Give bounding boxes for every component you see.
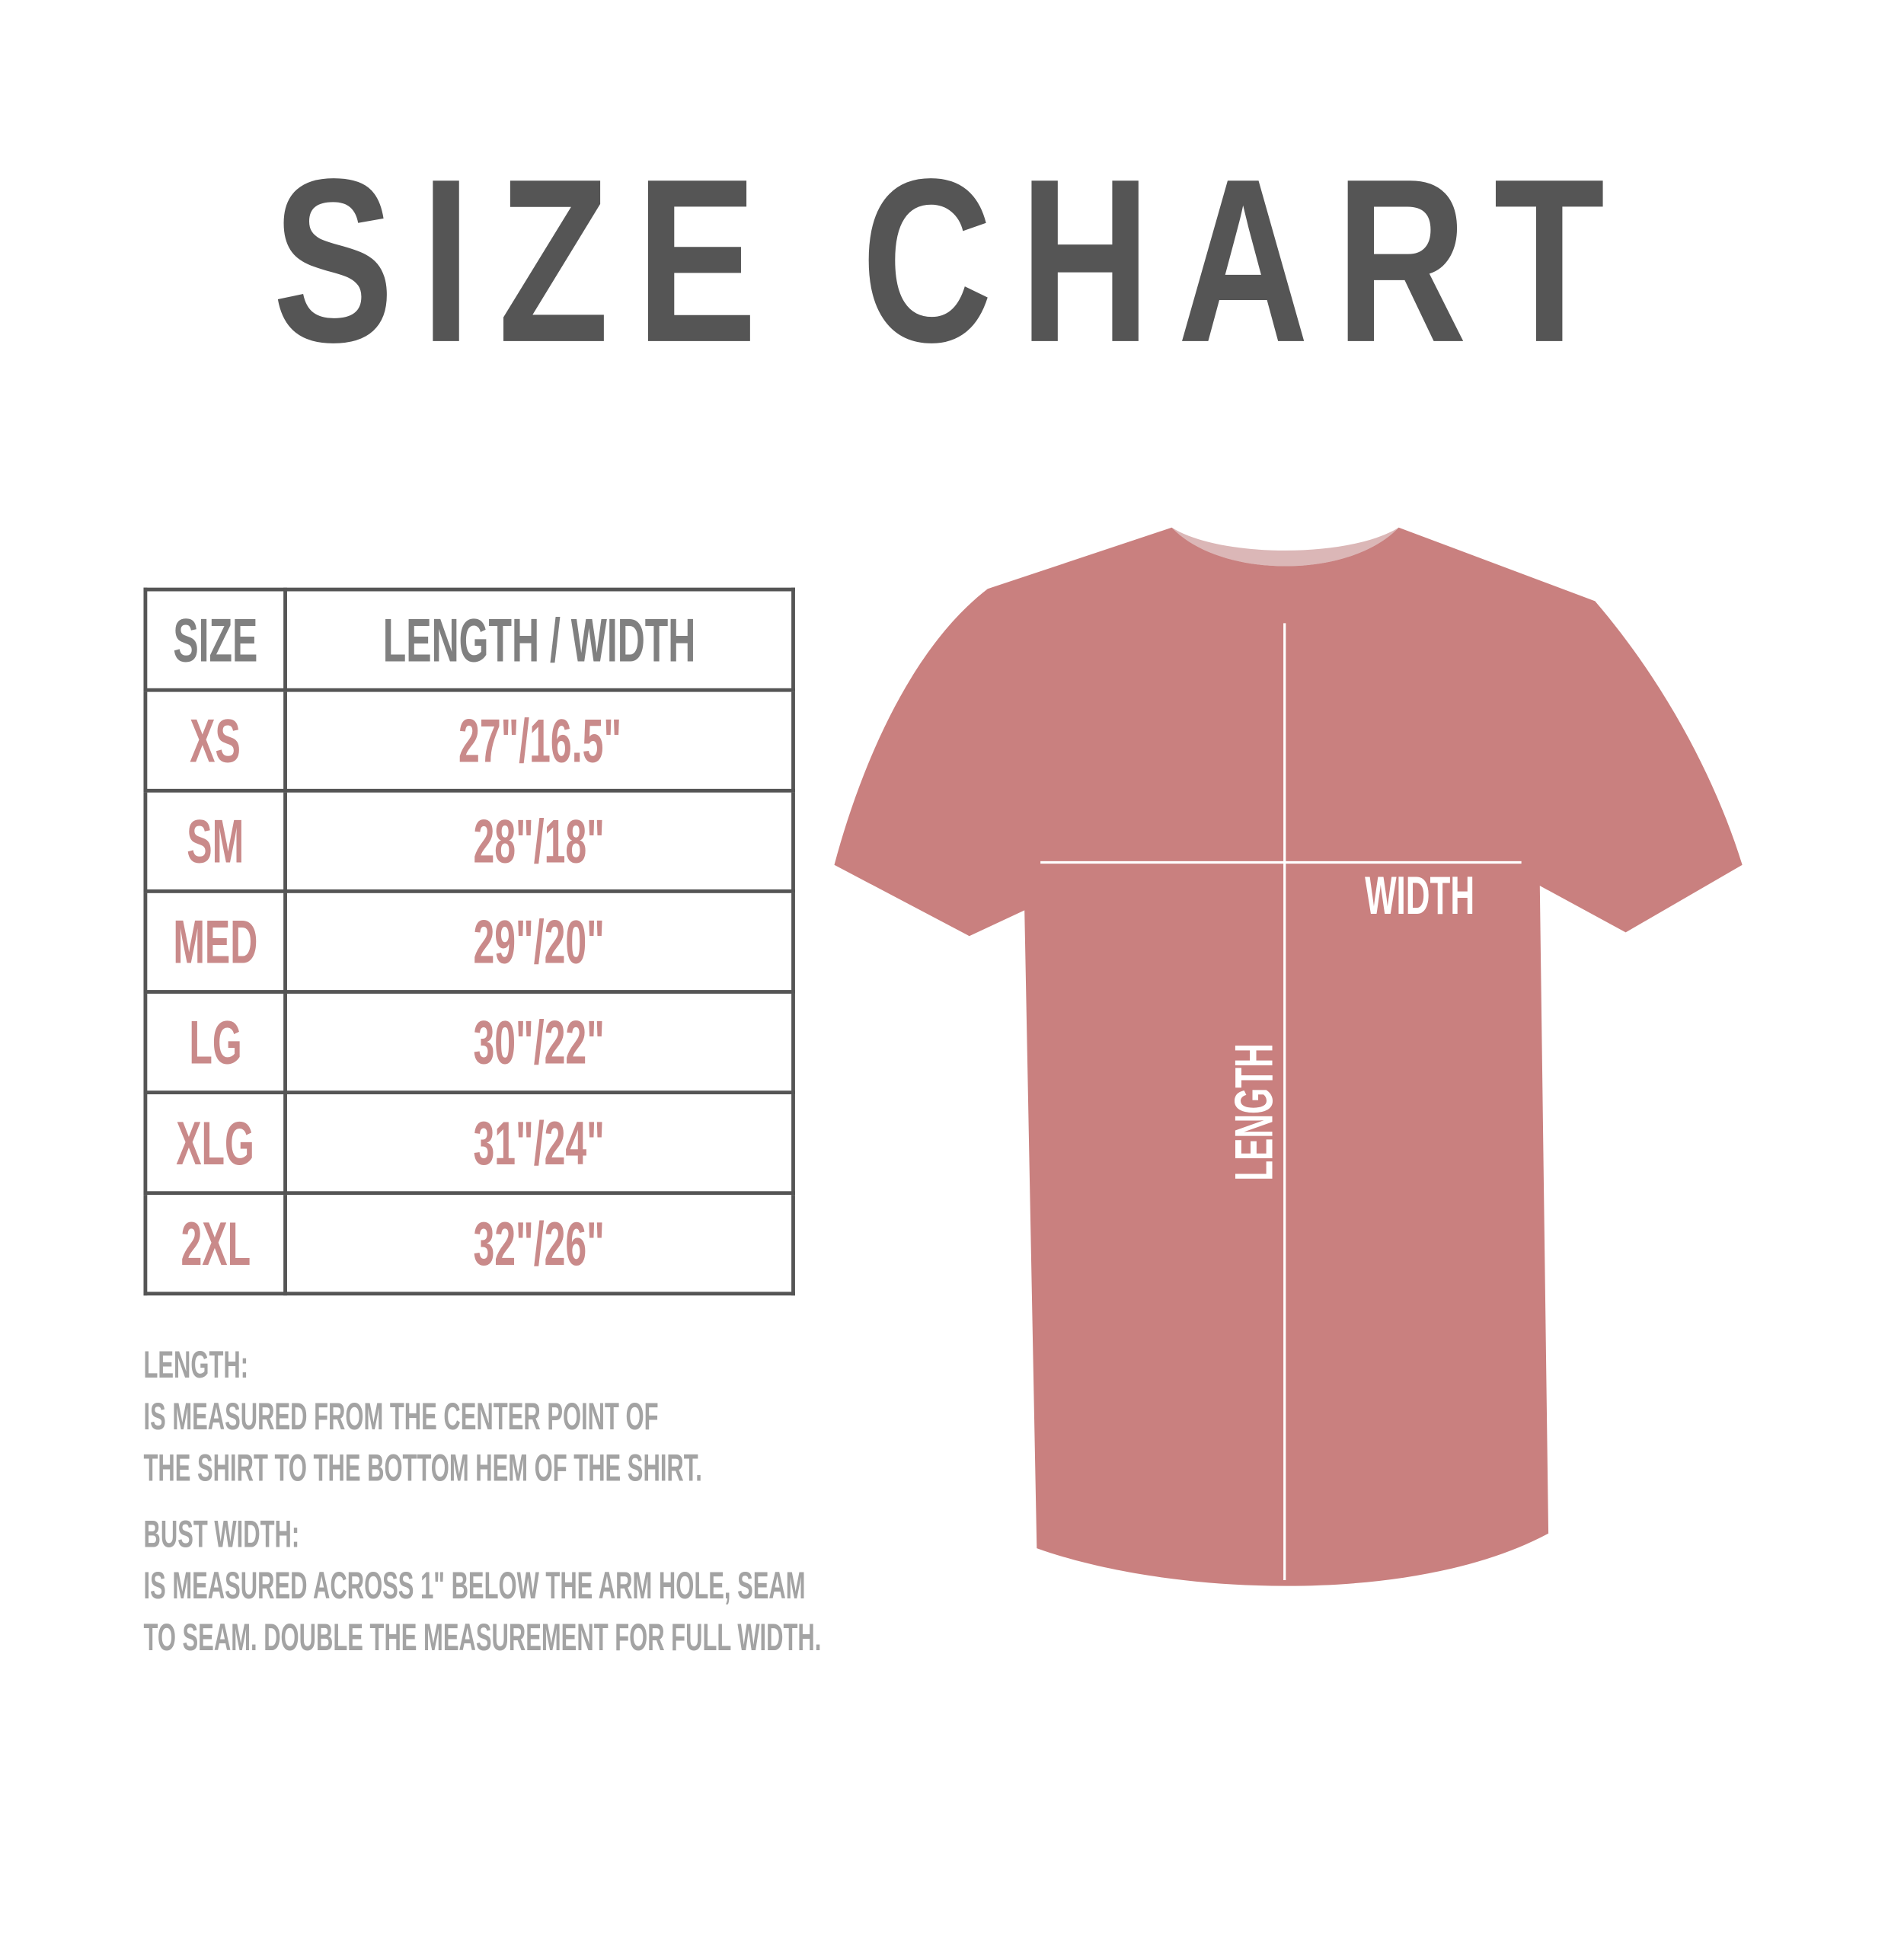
size-text: LG: [189, 1007, 242, 1077]
size-cell: LG: [143, 990, 288, 1095]
width-label-text: WIDTH: [1365, 866, 1475, 927]
size-text: SM: [187, 806, 244, 876]
size-cell: SM: [143, 788, 288, 893]
table-row: XS 27"/16.5": [143, 688, 796, 793]
header-size: SIZE: [143, 587, 288, 692]
size-text: 2XL: [180, 1209, 251, 1278]
size-text: MED: [173, 907, 258, 976]
tshirt-shape: [834, 527, 1743, 1586]
measure-cell: 29"/20": [283, 889, 796, 994]
header-size-text: SIZE: [173, 605, 258, 675]
measure-text: 27"/16.5": [458, 706, 621, 775]
table-row: XLG 31"/24": [143, 1090, 796, 1196]
width-heading: BUST WIDTH:: [143, 1512, 300, 1556]
table-row: LG 30"/22": [143, 990, 796, 1095]
size-cell: XLG: [143, 1090, 288, 1196]
size-cell: MED: [143, 889, 288, 994]
length-note-line: THE SHIRT TO THE BOTTOM HEM OF THE SHIRT…: [143, 1446, 702, 1490]
measure-text: 29"/20": [474, 907, 605, 976]
table-row: MED 29"/20": [143, 889, 796, 994]
table-row: SM 28"/18": [143, 788, 796, 893]
length-label: LENGTH: [1225, 1043, 1286, 1223]
length-heading: LENGTH:: [143, 1343, 249, 1387]
measurement-notes: LENGTH: IS MEASURED FROM THE CENTER POIN…: [143, 1339, 1236, 1663]
size-table: SIZE LENGTH / WIDTH XS 27"/16.5" SM 28"/18…: [143, 587, 796, 1296]
measure-text: 31"/24": [474, 1108, 605, 1177]
measure-cell: 31"/24": [283, 1090, 796, 1196]
width-note-line: TO SEAM. DOUBLE THE MEASUREMENT FOR FULL…: [143, 1615, 822, 1659]
collar-shading: [1171, 527, 1399, 567]
size-cell: XS: [143, 688, 288, 793]
page-title: SIZE CHART: [0, 145, 1904, 378]
header-measure-text: LENGTH / WIDTH: [383, 605, 696, 675]
measure-cell: 28"/18": [283, 788, 796, 893]
size-text: XLG: [176, 1108, 255, 1177]
measure-text: 28"/18": [474, 806, 605, 876]
title-text: SIZE CHART: [272, 131, 1632, 391]
header-measure: LENGTH / WIDTH: [283, 587, 796, 692]
measure-cell: 32"/26": [283, 1191, 796, 1296]
length-note-line: IS MEASURED FROM THE CENTER POINT OF: [143, 1394, 659, 1438]
width-note-line: IS MEASURED ACROSS 1" BELOW THE ARM HOLE…: [143, 1564, 806, 1608]
size-cell: 2XL: [143, 1191, 288, 1296]
measure-cell: 30"/22": [283, 990, 796, 1095]
width-label: WIDTH: [1331, 866, 1478, 928]
measure-cell: 27"/16.5": [283, 688, 796, 793]
size-text: XS: [190, 706, 241, 775]
measure-text: 32"/26": [474, 1209, 605, 1278]
length-label-text: LENGTH: [1224, 1043, 1285, 1181]
table-row: 2XL 32"/26": [143, 1191, 796, 1296]
table-header-row: SIZE LENGTH / WIDTH: [143, 587, 796, 692]
measure-text: 30"/22": [474, 1007, 605, 1077]
